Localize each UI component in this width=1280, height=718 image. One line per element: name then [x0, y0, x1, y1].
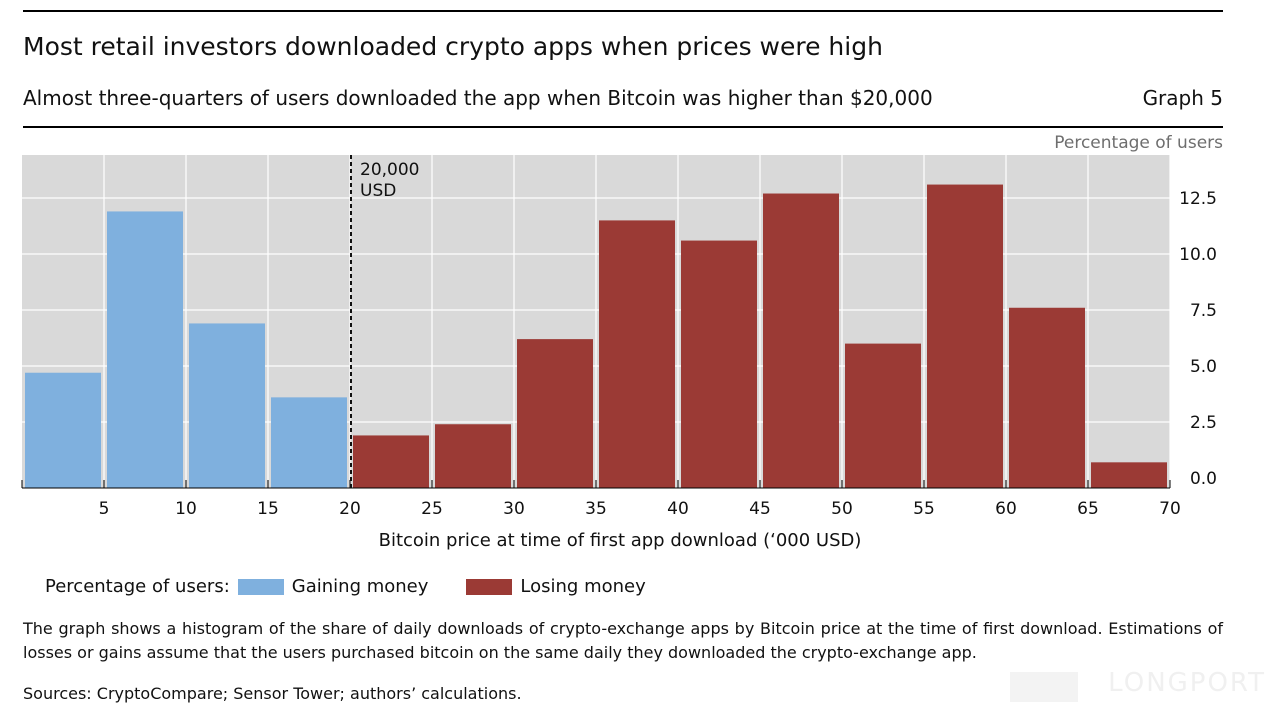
legend: Percentage of users: Gaining money Losin…	[45, 576, 646, 597]
legend-label-gain: Gaining money	[291, 576, 429, 597]
x-tick-label: 40	[667, 499, 689, 519]
bar-25-30	[435, 424, 511, 488]
x-tick-label: 55	[913, 499, 935, 519]
chart-title: Most retail investors downloaded crypto …	[23, 32, 883, 61]
y-tick-label: 10.0	[1179, 245, 1217, 265]
histogram-chart: 5 10 15 20 25 30 35 40 45 50 55 60 65 70 0.0 2.5 5.0 7.5 1…	[21, 155, 1217, 519]
bar-15-20	[271, 397, 347, 488]
legend-swatch-gain	[237, 578, 284, 595]
reference-label-unit: USD	[360, 181, 396, 201]
y-unit-label: Percentage of users	[1054, 133, 1223, 153]
x-tick-label: 5	[99, 499, 110, 519]
bar-45-50	[763, 193, 839, 488]
legend-swatch-loss	[466, 578, 513, 595]
bar-30-35	[517, 339, 593, 488]
watermark-logo	[1010, 672, 1078, 702]
watermark: LONGPORT	[1108, 668, 1266, 698]
bar-60-65	[1009, 307, 1085, 488]
footnote: The graph shows a histogram of the share…	[23, 619, 1223, 662]
bar-35-40	[599, 220, 675, 488]
bar-65-70	[1091, 462, 1167, 488]
y-tick-label: 2.5	[1190, 413, 1217, 433]
legend-prefix: Percentage of users:	[45, 576, 230, 597]
reference-label-value: 20,000	[360, 160, 419, 180]
bar-50-55	[845, 343, 921, 488]
graph-number: Graph 5	[1142, 86, 1223, 110]
y-tick-label: 5.0	[1190, 357, 1217, 377]
sources: Sources: CryptoCompare; Sensor Tower; au…	[23, 684, 522, 703]
chart-subtitle: Almost three-quarters of users downloade…	[23, 86, 933, 110]
x-tick-label: 10	[175, 499, 197, 519]
top-rule	[23, 10, 1223, 12]
x-tick-label: 30	[503, 499, 525, 519]
x-tick-label: 60	[995, 499, 1017, 519]
x-tick-label: 35	[585, 499, 607, 519]
x-tick-label: 65	[1077, 499, 1099, 519]
x-tick-label: 25	[421, 499, 443, 519]
y-tick-label: 7.5	[1190, 301, 1217, 321]
y-tick-label: 12.5	[1179, 189, 1217, 209]
header-rule	[23, 126, 1223, 128]
bar-55-60	[927, 184, 1003, 488]
bar-5-10	[107, 211, 183, 488]
bar-40-45	[681, 240, 757, 488]
x-tick-label: 70	[1159, 499, 1181, 519]
bar-20-25	[353, 435, 429, 488]
bar-10-15	[189, 323, 265, 488]
x-tick-label: 20	[339, 499, 361, 519]
x-axis-title: Bitcoin price at time of first app downl…	[378, 530, 862, 551]
x-tick-label: 50	[831, 499, 853, 519]
legend-label-loss: Losing money	[520, 576, 646, 597]
x-tick-label: 45	[749, 499, 771, 519]
x-tick-label: 15	[257, 499, 279, 519]
bar-0-5	[25, 372, 101, 488]
y-tick-label: 0.0	[1190, 469, 1217, 489]
